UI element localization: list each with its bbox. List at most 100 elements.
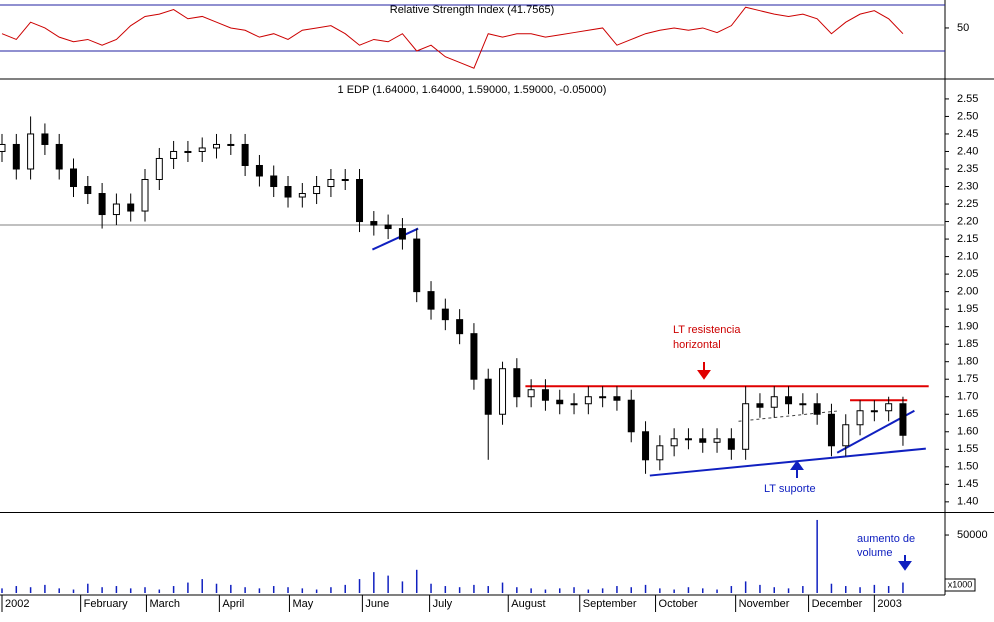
volume-bar: [344, 584, 346, 593]
volume-bar: [330, 587, 332, 593]
y-tick-label: 2.00: [957, 286, 978, 298]
volume-bar: [902, 582, 904, 593]
candle-body: [713, 438, 721, 443]
volume-bar: [444, 586, 447, 593]
candle-body: [770, 396, 778, 408]
annotation: LT suporte: [764, 483, 816, 495]
annotation: LT resistencia: [673, 324, 741, 336]
price-title: 1 EDP (1.64000, 1.64000, 1.59000, 1.5900…: [338, 84, 607, 96]
candle-body: [12, 143, 20, 170]
candle-body: [0, 143, 6, 152]
y-tick-label: 1.50: [957, 461, 978, 473]
volume-bar: [129, 588, 132, 593]
y-tick-label: 1.65: [957, 408, 978, 420]
candle-body: [141, 179, 149, 212]
candle-body: [227, 143, 235, 146]
candle-body: [413, 238, 421, 293]
candle-body: [870, 410, 878, 413]
volume-bar: [115, 586, 118, 593]
trendline: [371, 227, 419, 251]
candle-body: [127, 203, 135, 212]
y-tick-label: 50: [957, 22, 969, 34]
x-tick-label: August: [511, 598, 545, 610]
y-tick-label: 1.55: [957, 443, 978, 455]
y-tick-label: 1.95: [957, 303, 978, 315]
annotation: aumento de: [857, 533, 915, 545]
volume-bar: [773, 587, 775, 593]
volume-bar: [15, 586, 18, 593]
candle-body: [842, 424, 850, 447]
volume-bar: [501, 582, 504, 593]
volume-bar: [244, 587, 246, 593]
x-tick-label: July: [433, 598, 453, 610]
candle-body: [727, 438, 735, 450]
arrow: [790, 460, 804, 478]
y-tick-label: 1.45: [957, 478, 978, 490]
volume-bar: [701, 588, 704, 593]
y-tick-label: 1.85: [957, 338, 978, 350]
y-tick-label: 2.25: [957, 198, 978, 210]
candle-body: [527, 389, 535, 398]
rsi-title: Relative Strength Index (41.7565): [390, 4, 555, 16]
volume-bar: [301, 588, 304, 593]
trendline: [649, 447, 926, 477]
candle-body: [699, 438, 707, 443]
candle-body: [499, 368, 507, 415]
volume-bar: [730, 586, 733, 593]
volume-bar: [401, 581, 404, 593]
arrow: [697, 362, 711, 380]
candle-body: [270, 175, 278, 188]
volume-bar: [101, 587, 103, 593]
volume-bar: [258, 588, 261, 593]
candle-body: [656, 445, 664, 461]
volume-bar: [530, 588, 532, 593]
volume-bar: [558, 588, 561, 593]
candle-body: [84, 186, 92, 195]
candle-body: [27, 133, 35, 170]
candle-body: [155, 157, 163, 181]
candle-body: [441, 308, 449, 321]
candle-body: [170, 150, 178, 159]
volume-bar: [601, 588, 604, 593]
candle-body: [613, 396, 621, 401]
volume-bar: [616, 586, 618, 593]
volume-bar: [473, 584, 475, 593]
volume-bar: [287, 587, 289, 593]
candle-body: [570, 403, 578, 406]
volume-bar: [573, 587, 575, 593]
candle-body: [484, 378, 492, 415]
candle-body: [327, 179, 335, 188]
candle-body: [70, 168, 78, 188]
y-tick-label: 1.70: [957, 391, 978, 403]
candle-body: [541, 389, 549, 401]
volume-bar: [830, 583, 833, 593]
volume-bar: [816, 519, 818, 593]
volume-bar: [358, 579, 361, 593]
volume-bar: [187, 582, 189, 593]
candle-body: [427, 291, 435, 310]
candle-body: [813, 403, 821, 415]
volume-bar: [72, 589, 75, 593]
x-tick-label: May: [292, 598, 313, 610]
volume-bar: [787, 588, 790, 593]
annotation: volume: [857, 547, 892, 559]
candle-body: [398, 228, 406, 240]
candle-body: [241, 143, 249, 166]
y-tick-label: 1.75: [957, 373, 978, 385]
volume-bar: [630, 587, 632, 593]
candle-body: [670, 438, 678, 447]
y-tick-label: 1.90: [957, 321, 978, 333]
y-tick-label: 2.15: [957, 233, 978, 245]
volume-bar: [887, 586, 890, 593]
candle-body: [513, 368, 521, 398]
volume-bar: [172, 586, 175, 593]
volume-bar: [845, 586, 847, 593]
unit-label: x1000: [948, 579, 973, 589]
volume-bar: [587, 589, 590, 593]
candle-body: [370, 221, 378, 226]
volume-bar: [230, 584, 232, 593]
y-tick-label: 2.05: [957, 268, 978, 280]
volume-bar: [687, 587, 690, 593]
